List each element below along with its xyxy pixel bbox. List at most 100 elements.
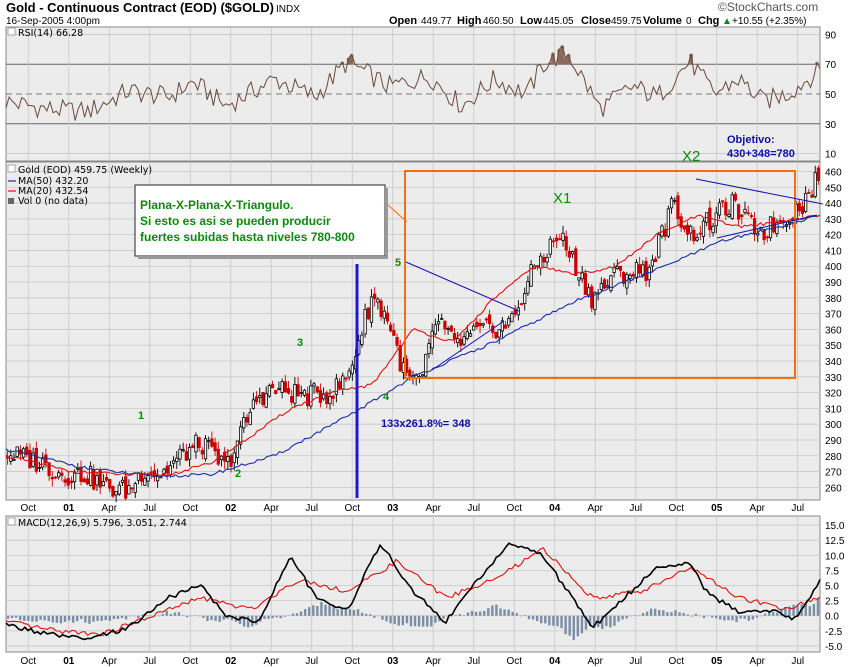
macd-histogram-bar — [666, 612, 669, 616]
price-candle — [57, 469, 61, 480]
price-tick-label: 340 — [825, 357, 842, 368]
macd-histogram-bar — [698, 615, 702, 617]
candle-body — [242, 417, 246, 429]
low-value: 445.05 — [543, 16, 574, 27]
macd-histogram-bar — [165, 610, 168, 616]
price-candle — [433, 318, 437, 336]
candle-body — [127, 485, 131, 495]
price-candle — [133, 481, 137, 498]
macd-histogram-bar — [397, 615, 400, 626]
rsi-tick-label: 50 — [825, 90, 837, 101]
candle-body — [424, 353, 428, 377]
candle-body — [804, 192, 808, 212]
macd-histogram-bar — [344, 607, 348, 616]
candle-body — [816, 167, 821, 182]
price-tick-label: 440 — [825, 199, 842, 210]
price-candle — [111, 485, 115, 499]
macd-histogram-bar — [10, 615, 14, 619]
macd-histogram-bar — [19, 615, 22, 621]
macd-histogram-bar — [23, 615, 26, 621]
price-candle — [529, 259, 533, 287]
x-tick-label: 01 — [63, 656, 75, 667]
macd-histogram-bar — [784, 607, 787, 616]
candle-body — [724, 201, 728, 216]
price-candle — [264, 386, 268, 409]
candle-body — [219, 456, 224, 460]
macd-histogram-bar — [519, 615, 523, 617]
price-candle — [197, 436, 201, 452]
x-tick-label: Oct — [506, 656, 522, 667]
macd-histogram-bar — [434, 615, 437, 623]
price-candle — [213, 437, 217, 456]
price-candle — [420, 373, 425, 377]
x-tick-label: Jul — [143, 656, 156, 667]
candle-body — [561, 232, 565, 241]
price-candle — [261, 392, 265, 408]
macd-histogram-bar — [283, 615, 286, 617]
candle-body — [689, 225, 693, 234]
candle-body — [695, 237, 699, 241]
candle-body — [114, 491, 118, 496]
candle-body — [765, 236, 769, 239]
macd-histogram-bar — [771, 611, 775, 616]
candle-body — [360, 334, 364, 345]
macd-histogram-bar — [364, 613, 368, 616]
price-tick-label: 460 — [825, 167, 842, 178]
candle-body — [673, 199, 677, 202]
macd-histogram-bar — [804, 602, 807, 616]
candle-body — [331, 395, 335, 399]
candle-body — [315, 386, 319, 393]
candle-body — [76, 467, 80, 470]
x1-label: X1 — [553, 190, 571, 207]
macd-histogram-bar — [275, 615, 278, 618]
macd-histogram-bar — [523, 615, 527, 616]
macd-histogram-bar — [385, 615, 388, 622]
candle-body — [82, 478, 86, 483]
x-tick-label: 03 — [387, 656, 399, 667]
candle-body — [797, 202, 801, 212]
macd-tick-label: -2.5 — [825, 627, 843, 638]
macd-histogram-bar — [120, 615, 124, 619]
note-line-2: Si esto es asi se pueden producir — [140, 214, 331, 228]
macd-histogram-bar — [27, 615, 30, 621]
candle-body — [529, 264, 533, 287]
x-tick-label: Oct — [182, 656, 198, 667]
price-candle — [385, 305, 390, 325]
price-candle — [156, 468, 160, 488]
candle-body — [516, 307, 520, 316]
x-tick-label: Jul — [305, 503, 318, 514]
price-candle — [245, 413, 249, 427]
candle-body — [507, 318, 511, 326]
price-candle — [727, 209, 731, 218]
candle-body — [602, 279, 607, 289]
candle-body — [95, 475, 99, 486]
wave-label-5: 5 — [395, 257, 401, 269]
macd-histogram-bar — [47, 615, 50, 622]
price-candle — [519, 302, 524, 306]
macd-histogram-bar — [340, 608, 343, 616]
price-candle — [60, 467, 64, 482]
chart-title: Gold - Continuous Contract (EOD) ($GOLD) — [6, 0, 274, 15]
macd-histogram-bar — [690, 615, 693, 617]
candle-body — [408, 369, 412, 377]
candle-body — [733, 193, 738, 201]
price-candle — [638, 256, 642, 278]
price-candle — [85, 474, 90, 486]
price-candle — [232, 446, 236, 471]
candle-body — [101, 481, 105, 487]
macd-histogram-bar — [535, 615, 539, 622]
macd-histogram-bar — [222, 615, 225, 620]
price-candle — [277, 381, 281, 391]
candle-body — [570, 251, 575, 255]
price-candle — [309, 379, 313, 410]
price-candle — [472, 323, 476, 331]
price-candle — [657, 231, 661, 259]
candle-body — [800, 206, 805, 214]
price-legend-main: Gold (EOD) 459.75 (Weekly) — [18, 165, 152, 176]
macd-histogram-bar — [540, 615, 543, 624]
candle-body — [210, 438, 214, 447]
price-candle — [561, 226, 565, 247]
price-candle — [510, 311, 514, 323]
wave-label-3: 3 — [297, 337, 303, 349]
price-candle — [203, 435, 208, 462]
